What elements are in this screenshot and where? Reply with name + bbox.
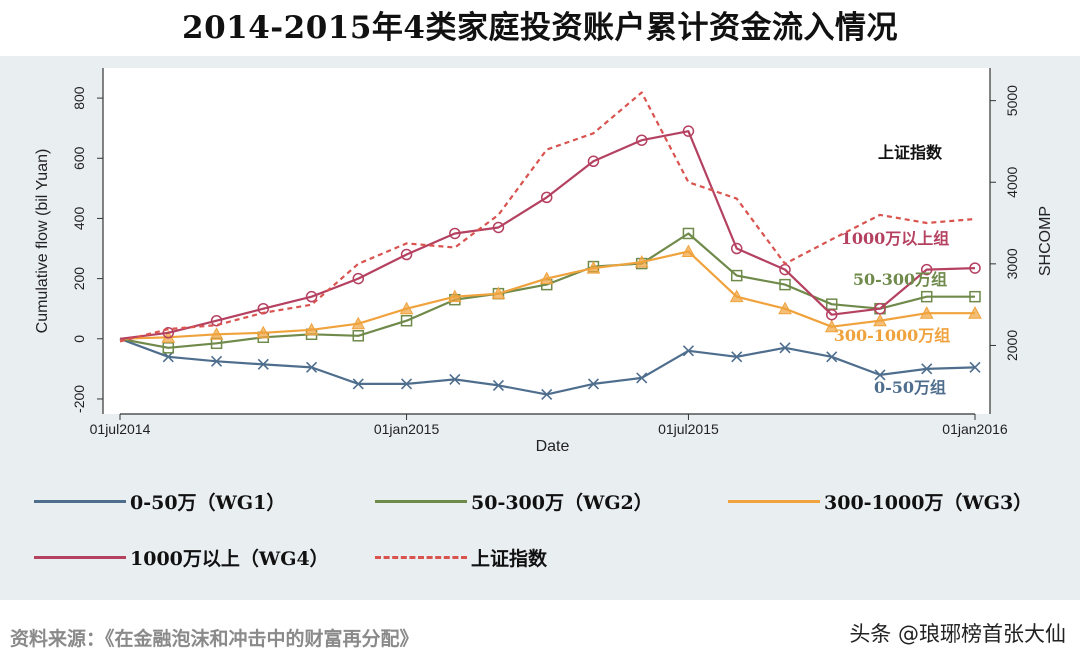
data-point bbox=[636, 372, 648, 384]
y-right-tick-label: 3000 bbox=[1004, 248, 1020, 279]
data-point bbox=[826, 351, 838, 363]
data-point bbox=[779, 278, 791, 291]
data-point bbox=[304, 322, 319, 336]
data-point bbox=[257, 358, 269, 370]
data-point bbox=[400, 378, 413, 390]
y-right-tick-label: 2000 bbox=[1004, 330, 1020, 361]
data-point bbox=[491, 286, 506, 300]
data-point bbox=[256, 325, 271, 339]
data-point bbox=[447, 289, 462, 303]
y-left-tick-label: 600 bbox=[71, 146, 87, 170]
data-point bbox=[682, 345, 695, 357]
data-point bbox=[586, 261, 601, 274]
data-point bbox=[779, 342, 791, 354]
y-right-tick-label: 5000 bbox=[1004, 85, 1020, 116]
data-point bbox=[540, 191, 553, 204]
data-point bbox=[874, 369, 886, 381]
data-point bbox=[449, 227, 461, 240]
data-point bbox=[682, 227, 695, 240]
series-line bbox=[119, 91, 976, 343]
data-point bbox=[352, 272, 365, 285]
y-left-tick-label: 0 bbox=[71, 335, 87, 343]
y-right-tick-label: 4000 bbox=[1004, 166, 1020, 197]
series-annotation: 1000万以上组 bbox=[841, 229, 950, 248]
series-annotation: 0-50万组 bbox=[874, 378, 946, 397]
data-point bbox=[305, 361, 318, 373]
data-point bbox=[305, 290, 318, 303]
data-point bbox=[587, 378, 600, 390]
series-annotation: 300-1000万组 bbox=[834, 326, 951, 345]
data-point bbox=[919, 306, 934, 319]
x-tick-label: 01jul2014 bbox=[90, 421, 151, 437]
watermark: 头条 @琅琊榜首张大仙 bbox=[849, 622, 1066, 646]
data-point bbox=[352, 330, 365, 342]
data-point bbox=[351, 316, 366, 330]
chart-title: 2014-2015年4类家庭投资账户累计资金流入情况 bbox=[182, 10, 898, 46]
x-axis-title: Date bbox=[536, 438, 570, 455]
data-point bbox=[162, 342, 175, 354]
x-tick-label: 01jul2015 bbox=[658, 421, 719, 437]
data-point bbox=[635, 134, 648, 146]
data-point bbox=[969, 361, 981, 373]
data-point bbox=[969, 262, 981, 274]
data-point bbox=[778, 301, 792, 315]
data-point bbox=[492, 221, 505, 234]
data-point bbox=[449, 373, 461, 385]
data-point bbox=[824, 319, 839, 333]
data-point bbox=[587, 155, 600, 168]
plot-area bbox=[103, 68, 990, 414]
y-axis-left-title: Cumulative flow (bil Yuan) bbox=[34, 149, 51, 334]
series-line bbox=[119, 130, 976, 340]
data-point bbox=[825, 308, 838, 321]
data-point bbox=[874, 302, 886, 315]
data-point bbox=[352, 378, 364, 390]
data-point bbox=[730, 242, 743, 255]
data-point bbox=[969, 290, 981, 303]
data-point bbox=[729, 289, 744, 303]
y-left-tick-label: 200 bbox=[71, 267, 87, 291]
y-axis-right-title: SHCOMP bbox=[1037, 206, 1054, 276]
data-point bbox=[920, 263, 933, 276]
data-point bbox=[210, 314, 223, 327]
y-left-tick-label: 400 bbox=[71, 207, 87, 231]
data-point bbox=[492, 379, 505, 391]
labels-layer: 0-50万组 50-300万组 300-1000万组 1000万以上组 上证指数 bbox=[834, 143, 951, 397]
data-point bbox=[731, 351, 743, 363]
series-layer bbox=[119, 91, 982, 401]
data-point bbox=[681, 244, 696, 258]
data-point bbox=[400, 248, 413, 261]
data-point bbox=[920, 290, 933, 303]
data-point bbox=[162, 327, 175, 339]
data-point bbox=[730, 269, 743, 282]
chart-panel: -200 0 200 400 600 800 2000 3000 4000 5000 01jul20… bbox=[0, 56, 1080, 600]
axes: -200 0 200 400 600 800 2000 3000 4000 5000 01jul20… bbox=[34, 68, 1054, 455]
data-point bbox=[541, 388, 553, 401]
data-point bbox=[873, 313, 887, 327]
data-point bbox=[539, 271, 554, 285]
data-point bbox=[921, 363, 933, 375]
y-left-tick-label: 800 bbox=[71, 86, 87, 110]
data-point bbox=[682, 125, 695, 137]
data-point bbox=[634, 255, 649, 268]
x-tick-label: 01jan2016 bbox=[942, 421, 1008, 437]
chart-svg: -200 0 200 400 600 800 2000 3000 4000 5000 01jul20… bbox=[34, 68, 1054, 455]
x-tick-label: 01jan2015 bbox=[374, 421, 440, 437]
series-annotation: 上证指数 bbox=[878, 143, 943, 162]
series-annotation: 50-300万组 bbox=[853, 270, 947, 289]
source-note: 资料来源：《在金融泡沫和冲击中的财富再分配》 bbox=[10, 628, 419, 650]
data-point bbox=[968, 306, 982, 319]
data-point bbox=[210, 355, 223, 367]
y-left-tick-label: -200 bbox=[71, 385, 87, 413]
data-point bbox=[399, 301, 414, 315]
data-point bbox=[400, 314, 413, 327]
data-point bbox=[209, 327, 224, 340]
